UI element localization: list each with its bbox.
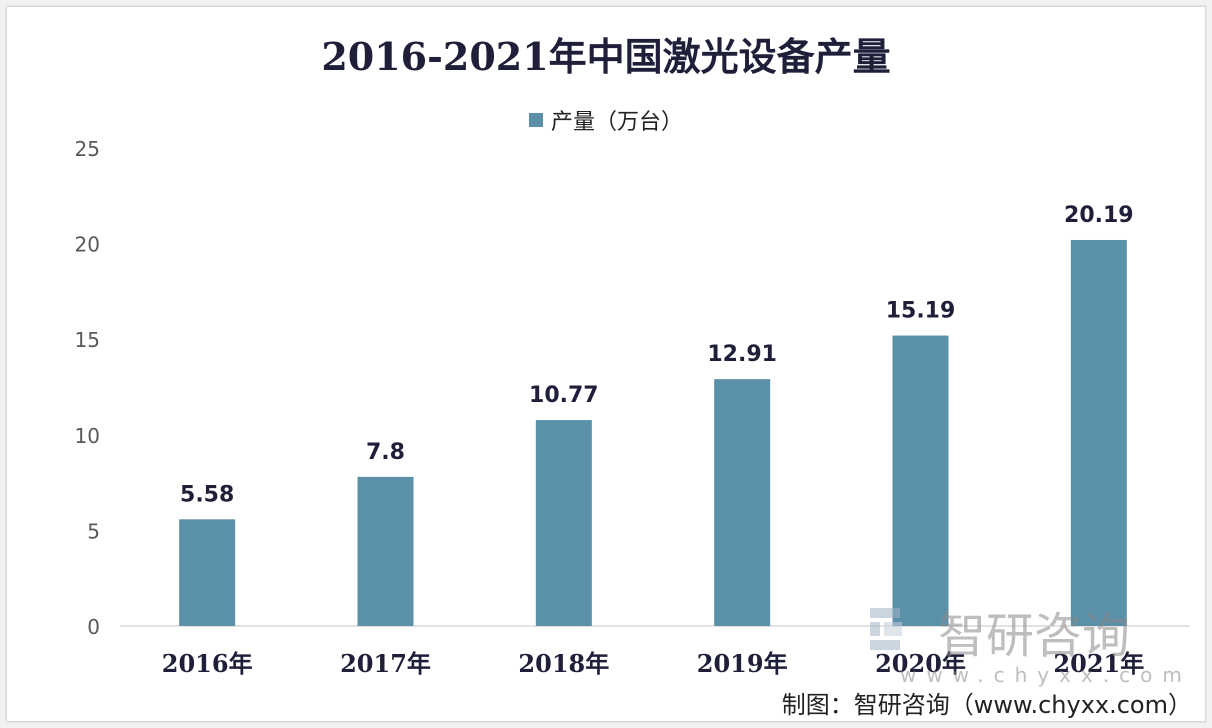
watermark-text: 智研咨询 [938, 608, 1130, 664]
data-label: 10.77 [529, 383, 599, 408]
source-note: 制图：智研咨询（www.chyxx.com） [781, 691, 1192, 719]
x-tick-label: 2020年 [875, 649, 966, 678]
y-tick-label: 5 [87, 519, 100, 543]
data-label: 5.58 [180, 482, 234, 507]
bar [714, 379, 771, 626]
x-tick-label: 2019年 [697, 649, 788, 678]
legend: 产量（万台） [0, 104, 1212, 136]
bar [535, 420, 592, 626]
y-axis: 0 5 10 15 20 25 [75, 137, 100, 639]
bar [892, 335, 949, 626]
bars [179, 239, 1127, 626]
y-tick-label: 25 [75, 137, 100, 161]
bar [1070, 239, 1127, 626]
watermark: 智研咨询 www.chyxx.com [870, 608, 1192, 687]
data-label: 15.19 [886, 299, 956, 324]
watermark-url: www.chyxx.com [900, 663, 1192, 687]
x-axis: 2016年 2017年 2018年 2019年 2020年 2021年 [162, 649, 1144, 678]
legend-label: 产量（万台） [550, 110, 683, 135]
y-tick-label: 20 [75, 233, 100, 257]
watermark-logo [870, 608, 902, 650]
bar [357, 476, 414, 626]
x-tick-label: 2021年 [1053, 649, 1144, 678]
data-label: 12.91 [707, 342, 777, 367]
chart-title: 2016-2021年中国激光设备产量 [321, 34, 891, 79]
x-tick-label: 2018年 [518, 649, 609, 678]
y-tick-label: 10 [75, 424, 100, 448]
y-tick-label: 0 [87, 615, 100, 639]
data-labels: 5.58 7.8 10.77 12.91 15.19 20.19 [180, 203, 1134, 507]
data-label: 20.19 [1064, 203, 1134, 228]
legend-swatch [528, 113, 543, 127]
x-tick-label: 2016年 [162, 649, 253, 678]
data-label: 7.8 [366, 440, 405, 465]
y-tick-label: 15 [75, 328, 100, 352]
bar [179, 519, 236, 626]
x-tick-label: 2017年 [340, 649, 431, 678]
